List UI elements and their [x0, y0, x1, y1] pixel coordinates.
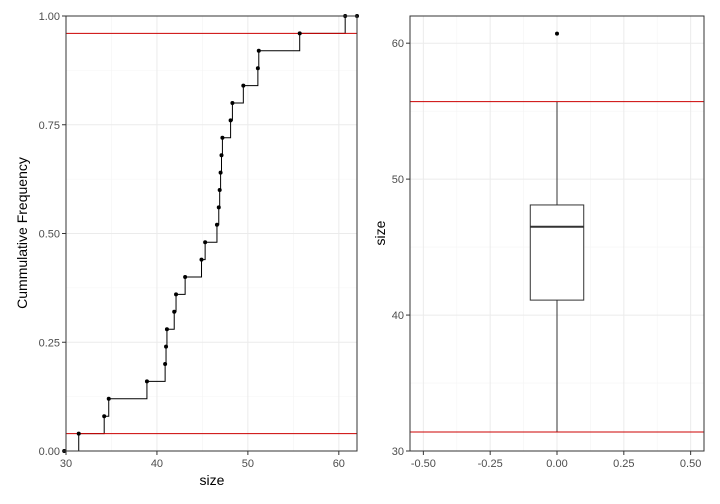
ecdf-point [172, 309, 177, 314]
boxplot-box [529, 204, 585, 301]
ecdf-x-tick-label: 40 [151, 458, 163, 470]
ecdf-panel: 30 40 50 60 0.00 0.25 0.50 0.75 1.00 [39, 11, 359, 470]
ecdf-point [217, 188, 222, 192]
ecdf-point [230, 101, 235, 105]
ecdf-point [183, 275, 188, 279]
ecdf-point [255, 66, 260, 71]
ecdf-y-tick-label: 0.25 [39, 337, 60, 349]
ecdf-point [256, 48, 261, 53]
ecdf-x-tick-label: 30 [60, 458, 72, 470]
ecdf-y-tick-label: 0.50 [39, 229, 60, 241]
boxplot-x-tick-label: 0.00 [546, 458, 567, 470]
ecdf-x-axis-title: size [200, 472, 225, 488]
boxplot-y-tick-label: 50 [392, 174, 404, 186]
ecdf-point [218, 170, 223, 175]
ecdf-x-tick-label: 60 [333, 458, 345, 470]
ecdf-point [164, 344, 169, 349]
boxplot-x-tick-label: 0.50 [680, 458, 701, 470]
ecdf-y-tick-label: 0.00 [39, 446, 60, 458]
ecdf-point [220, 135, 225, 140]
ecdf-point [102, 414, 107, 419]
ecdf-point [214, 222, 219, 227]
ecdf-point [203, 240, 208, 245]
ecdf-y-tick-label: 0.75 [39, 120, 60, 132]
boxplot-y-tick-label: 30 [392, 446, 404, 458]
ecdf-point [199, 257, 204, 262]
ecdf-point [164, 327, 169, 332]
boxplot-outlier-point [555, 31, 559, 36]
ecdf-point [76, 431, 81, 436]
ecdf-y-axis-title: Cummulative Frequency [14, 157, 30, 309]
boxplot-panel: -0.50 -0.25 0.00 0.25 0.50 30 40 50 60 [392, 15, 705, 470]
ecdf-point [106, 396, 111, 401]
boxplot-x-tick-label: -0.50 [411, 458, 436, 470]
ecdf-point [216, 205, 221, 210]
boxplot-y-tick-label: 60 [392, 38, 404, 50]
ecdf-y-tick-label: 1.00 [39, 11, 60, 23]
boxplot-x-tick-label: -0.25 [478, 458, 503, 470]
ecdf-point [228, 118, 233, 123]
ecdf-step-line [64, 15, 357, 452]
ecdf-point [163, 362, 168, 366]
ecdf-x-tick-label: 50 [242, 458, 254, 470]
ecdf-point [241, 83, 246, 88]
ecdf-point [297, 31, 302, 36]
boxplot-y-axis-title: size [372, 220, 388, 245]
boxplot-x-tick-label: 0.25 [613, 458, 634, 470]
boxplot-y-tick-label: 40 [392, 310, 404, 322]
ecdf-point [219, 153, 224, 158]
ecdf-point [174, 292, 179, 297]
ecdf-point [144, 379, 149, 384]
